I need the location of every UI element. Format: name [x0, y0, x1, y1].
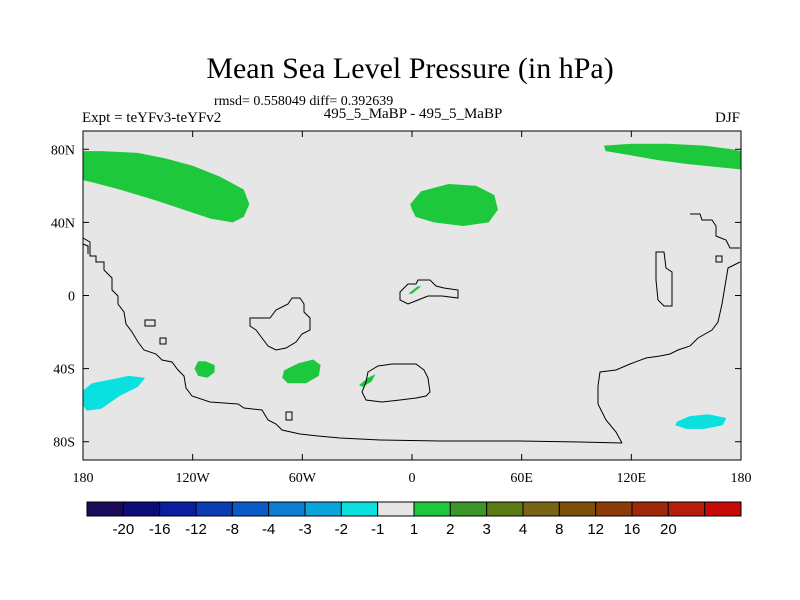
colorbar-swatch — [377, 501, 415, 517]
colorbar-swatch — [704, 501, 742, 517]
colorbar-swatch — [413, 501, 451, 517]
colorbar: -20 -16 -12 -8 -4 -3 -2 -1 1 2 3 4 8 12 16 20 — [86, 501, 742, 538]
y-axis-ticks: 80N 40N 0 40S 80S — [51, 143, 741, 451]
y-tick-label: 40S — [53, 363, 75, 378]
season-label: DJF — [714, 110, 740, 126]
region-arctic-pacific — [83, 151, 250, 223]
coastline-caribbean — [249, 297, 311, 351]
colorbar-label: 8 — [555, 521, 563, 538]
colorbar-label: -8 — [226, 521, 239, 538]
coastline-americas-west — [82, 237, 623, 444]
colorbar-swatch — [595, 501, 633, 517]
colorbar-swatch — [304, 501, 342, 517]
region-south-atlantic-central — [359, 374, 376, 387]
region-equatorial-africa-sliver — [408, 286, 422, 294]
colorbar-swatch — [486, 501, 524, 517]
colorbar-swatch — [231, 501, 270, 517]
colorbar-swatch — [449, 501, 488, 517]
contour-regions — [83, 143, 741, 429]
coastlines — [82, 213, 741, 444]
colorbar-swatch — [122, 501, 161, 517]
x-axis-ticks: 180 120W 60W 0 60E 120E 180 — [73, 131, 752, 486]
colorbar-label: 1 — [410, 521, 418, 538]
coastline-island-3 — [285, 411, 293, 421]
region-south-atlantic-west — [282, 359, 321, 384]
colorbar-swatch — [159, 501, 197, 517]
colorbar-swatch — [195, 501, 233, 517]
colorbar-label: 12 — [587, 521, 604, 538]
x-tick-label: 180 — [731, 471, 752, 486]
coastline-asia-east — [597, 213, 741, 444]
colorbar-swatch — [558, 501, 597, 517]
case-label: 495_5_MaBP - 495_5_MaBP — [323, 106, 503, 122]
x-tick-label: 120E — [617, 471, 647, 486]
coastline-island-4 — [715, 255, 723, 263]
colorbar-label: -2 — [335, 521, 348, 538]
coastline-africa-south — [361, 363, 431, 403]
experiment-label: Expt = teYFv3-teYFv2 — [82, 110, 222, 126]
colorbar-label: -20 — [112, 521, 134, 538]
x-tick-label: 180 — [73, 471, 94, 486]
coastline-bering — [82, 243, 89, 254]
colorbar-swatch — [340, 501, 379, 517]
colorbar-label: 3 — [482, 521, 490, 538]
colorbar-swatch — [667, 501, 706, 517]
stats-label: rmsd= 0.558049 diff= 0.392639 — [214, 94, 394, 109]
colorbar-swatch — [268, 501, 306, 517]
coastline-island-1 — [144, 319, 156, 327]
region-north-atlantic-europe — [410, 184, 498, 226]
x-tick-label: 0 — [409, 471, 416, 486]
colorbar-label: -12 — [185, 521, 207, 538]
colorbar-label: -1 — [371, 521, 384, 538]
x-tick-label: 60W — [289, 471, 317, 486]
colorbar-label: 20 — [660, 521, 677, 538]
plot-title: Mean Sea Level Pressure (in hPa) — [206, 52, 614, 85]
colorbar-label: -3 — [298, 521, 311, 538]
y-tick-label: 80S — [53, 436, 75, 451]
colorbar-label: 16 — [624, 521, 641, 538]
region-southern-ocean-australia — [675, 414, 727, 429]
colorbar-label: 4 — [519, 521, 527, 538]
colorbar-swatch — [522, 501, 560, 517]
region-south-pacific-east — [194, 361, 215, 378]
coastline-island-2 — [159, 337, 167, 345]
colorbar-swatch — [86, 501, 124, 517]
y-tick-label: 40N — [51, 216, 75, 231]
y-tick-label: 80N — [51, 143, 75, 158]
x-tick-label: 60E — [510, 471, 533, 486]
colorbar-label: -4 — [262, 521, 275, 538]
coastline-indonesia — [655, 251, 673, 307]
colorbar-label: -16 — [149, 521, 171, 538]
region-southern-ocean-pacific — [83, 375, 146, 411]
y-tick-label: 0 — [68, 290, 75, 305]
region-arctic-asia — [603, 143, 741, 170]
colorbar-label: 2 — [446, 521, 454, 538]
colorbar-swatch — [631, 501, 669, 517]
x-tick-label: 120W — [176, 471, 211, 486]
coastline-equatorial-africa — [399, 279, 459, 305]
